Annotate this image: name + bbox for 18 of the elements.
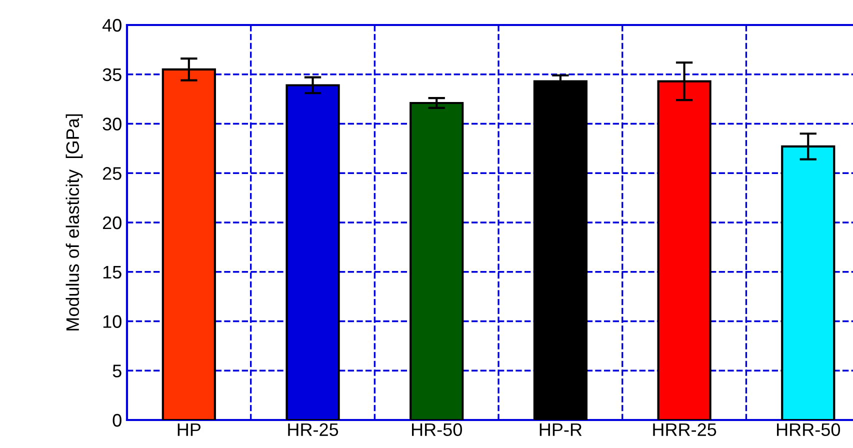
y-tick-label: 35 <box>102 68 122 82</box>
bar <box>410 102 464 420</box>
x-tick-label: HP <box>178 423 201 436</box>
y-tick-label: 40 <box>102 18 122 32</box>
y-tick-label: 15 <box>103 266 122 279</box>
x-tick-label: HR-25 <box>288 423 338 436</box>
y-tick-label: 20 <box>102 216 122 230</box>
y-tick-label: 5 <box>112 364 122 378</box>
y-tick-label: 25 <box>102 167 122 180</box>
y-tick-label: 0 <box>112 414 122 427</box>
y-tick-label: 10 <box>103 315 122 328</box>
bar <box>533 80 588 420</box>
x-tick-label: HP-R <box>540 423 582 436</box>
x-tick-label: HRR-25 <box>653 423 716 436</box>
x-tick-label: HR-50 <box>412 423 462 436</box>
x-tick-label: HRR-50 <box>777 423 840 436</box>
y-tick-label: 30 <box>102 118 122 130</box>
y-axis-title: Modulus of elasticity [GPa] <box>66 114 83 330</box>
